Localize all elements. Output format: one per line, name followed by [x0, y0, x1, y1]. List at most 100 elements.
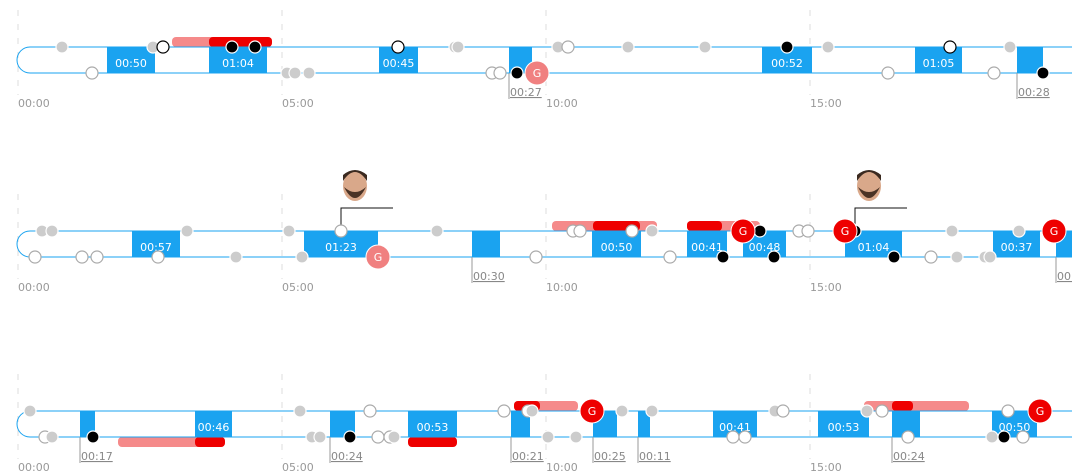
goal-label: G	[374, 251, 383, 264]
event-dot	[156, 40, 170, 54]
goal-marker	[730, 218, 756, 244]
event-dot	[625, 224, 639, 238]
player-hair	[857, 170, 881, 181]
event-dot	[569, 430, 583, 444]
player-beard	[858, 187, 880, 198]
powerplay-label: 01:05	[923, 57, 955, 70]
event-dot	[248, 40, 262, 54]
goal-label: G	[533, 67, 542, 80]
goal-label: G	[1050, 225, 1059, 238]
powerplay-box	[107, 47, 155, 73]
powerplay-label: 01:23	[325, 241, 357, 254]
powerplay-label: 00:53	[417, 421, 449, 434]
event-dot	[901, 430, 915, 444]
event-dot	[663, 250, 677, 264]
powerplay-label: 01:04	[858, 241, 890, 254]
goal-marker	[365, 244, 391, 270]
powerplay-label: 00:17	[81, 450, 113, 463]
event-dot	[621, 40, 635, 54]
event-dot	[738, 430, 752, 444]
powerplay-label: 00:	[1057, 270, 1072, 283]
event-dot	[860, 404, 874, 418]
powerplay-label: 00:24	[331, 450, 363, 463]
event-dot	[615, 404, 629, 418]
penalty-bar	[209, 37, 272, 47]
event-dot	[943, 40, 957, 54]
powerplay-box	[195, 411, 232, 437]
event-dot	[881, 66, 895, 80]
axis-label: 00:00	[18, 97, 50, 110]
powerplay-label: 00:52	[771, 57, 803, 70]
event-dot	[887, 250, 901, 264]
event-dot	[645, 224, 659, 238]
event-dot	[90, 250, 104, 264]
powerplay-box	[509, 47, 532, 73]
event-dot	[295, 250, 309, 264]
track	[16, 230, 1072, 258]
event-dot	[1016, 430, 1030, 444]
powerplay-label: 00:41	[691, 241, 723, 254]
axis-label: 15:00	[810, 461, 842, 474]
event-dot	[288, 66, 302, 80]
event-dot	[293, 404, 307, 418]
goal-label: G	[841, 225, 850, 238]
event-dot	[525, 404, 539, 418]
penalty-bar	[195, 437, 225, 447]
event-dot	[334, 224, 348, 238]
event-dot	[75, 250, 89, 264]
axis-label: 15:00	[810, 281, 842, 294]
powerplay-label: 00:24	[893, 450, 925, 463]
event-dot	[391, 40, 405, 54]
penalty-bar	[687, 221, 722, 231]
event-dot	[28, 250, 42, 264]
penalty-bar	[864, 401, 969, 411]
powerplay-box	[511, 411, 530, 437]
powerplay-label: 01:04	[222, 57, 254, 70]
event-dot	[497, 404, 511, 418]
event-dot	[371, 430, 385, 444]
powerplay-label: 00:27	[510, 86, 542, 99]
event-dot	[85, 66, 99, 80]
event-dot	[1003, 40, 1017, 54]
event-dot	[924, 250, 938, 264]
axis-label: 15:00	[810, 97, 842, 110]
powerplay-label: 00:57	[140, 241, 172, 254]
powerplay-label: 00:53	[828, 421, 860, 434]
powerplay-label: 00:25	[594, 450, 626, 463]
event-dot	[645, 404, 659, 418]
period-row: 00:0005:0010:0015:0020:0000:1700:4600:24…	[16, 374, 1072, 474]
axis-label: 05:00	[282, 281, 314, 294]
track	[16, 46, 1072, 74]
event-dot	[282, 224, 296, 238]
axis-label: 00:00	[18, 281, 50, 294]
event-dot	[561, 40, 575, 54]
event-dot	[987, 66, 1001, 80]
event-dot	[86, 430, 100, 444]
powerplay-label: 00:50	[601, 241, 633, 254]
penalty-bar	[892, 401, 913, 411]
powerplay-label: 00:21	[512, 450, 544, 463]
period-row: 00:0005:0010:0015:0020:0000:5701:2300:30…	[16, 170, 1072, 294]
event-dot	[313, 430, 327, 444]
event-dot	[55, 40, 69, 54]
event-dot	[997, 430, 1011, 444]
period-row: 00:0005:0010:0015:0020:0000:5001:0400:45…	[16, 10, 1072, 110]
player-hair	[343, 170, 367, 181]
axis-label: 05:00	[282, 97, 314, 110]
event-dot	[363, 404, 377, 418]
event-dot	[229, 250, 243, 264]
event-dot	[151, 250, 165, 264]
goal-marker	[1027, 398, 1053, 424]
axis-label: 10:00	[546, 281, 578, 294]
event-dot	[945, 224, 959, 238]
axis-label: 00:00	[18, 461, 50, 474]
event-dot	[726, 430, 740, 444]
event-dot	[302, 66, 316, 80]
event-dot	[780, 40, 794, 54]
event-dot	[493, 66, 507, 80]
powerplay-box	[408, 411, 457, 437]
event-dot	[776, 404, 790, 418]
axis-label: 10:00	[546, 461, 578, 474]
powerplay-box	[818, 411, 869, 437]
